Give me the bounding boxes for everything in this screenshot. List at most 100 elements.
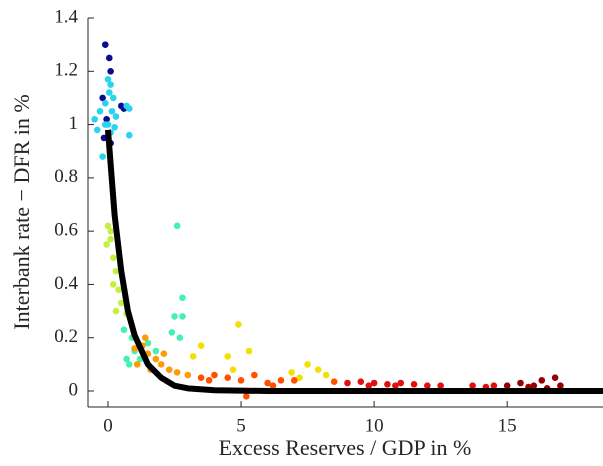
- point: [104, 75, 112, 83]
- point: [144, 339, 152, 347]
- point: [344, 379, 351, 387]
- point: [304, 361, 311, 368]
- y-tick-label: 1: [69, 113, 79, 134]
- point: [109, 281, 117, 288]
- point: [133, 361, 141, 368]
- point: [173, 222, 181, 230]
- x-tick-label: 10: [365, 415, 384, 436]
- point: [370, 379, 378, 387]
- point: [330, 378, 338, 385]
- point: [125, 105, 133, 112]
- point: [357, 378, 365, 385]
- point: [111, 123, 118, 131]
- point: [322, 371, 330, 379]
- point: [224, 374, 232, 381]
- point: [288, 369, 295, 376]
- point: [211, 371, 218, 379]
- point: [91, 115, 98, 123]
- point: [296, 374, 303, 381]
- point: [410, 381, 418, 388]
- point: [112, 307, 120, 315]
- point: [437, 382, 444, 389]
- point: [160, 350, 168, 358]
- point: [197, 342, 205, 350]
- point: [397, 379, 405, 387]
- point: [107, 67, 114, 75]
- point: [224, 353, 232, 360]
- point: [503, 382, 511, 389]
- point: [131, 345, 138, 352]
- point: [365, 382, 373, 389]
- point: [179, 294, 186, 302]
- point: [104, 222, 112, 230]
- point: [538, 377, 546, 384]
- point: [107, 81, 114, 88]
- point: [99, 94, 106, 102]
- point: [123, 355, 130, 363]
- y-tick-label: 0.2: [54, 326, 78, 347]
- point: [109, 94, 117, 102]
- point: [99, 153, 106, 160]
- point: [229, 366, 237, 373]
- point: [171, 313, 178, 320]
- point: [165, 366, 173, 373]
- point: [141, 334, 149, 342]
- point: [109, 254, 117, 262]
- point: [245, 347, 253, 355]
- point: [105, 54, 113, 62]
- point: [101, 99, 109, 107]
- point: [424, 382, 431, 389]
- point: [277, 377, 285, 384]
- point: [125, 361, 133, 368]
- x-tick-label: 0: [103, 415, 113, 436]
- point: [243, 393, 250, 400]
- x-axis-label: Excess Reserves / GDP in %: [219, 435, 472, 460]
- point: [152, 347, 160, 355]
- y-axis-label: Interbank rate − DFR in %: [9, 94, 34, 329]
- point: [290, 377, 298, 384]
- point: [237, 377, 245, 384]
- point: [157, 361, 165, 368]
- point: [179, 313, 186, 320]
- y-tick-label: 0.4: [54, 273, 78, 294]
- y-tick-label: 1.2: [54, 60, 78, 81]
- point: [530, 382, 538, 389]
- point: [105, 89, 113, 96]
- point: [184, 371, 192, 379]
- point: [235, 321, 242, 328]
- fit-line: [104, 129, 603, 395]
- point: [205, 377, 213, 384]
- x-tick-label: 15: [498, 415, 517, 436]
- y-tick-label: 0.8: [54, 166, 78, 187]
- point: [264, 379, 271, 387]
- point: [103, 115, 110, 123]
- point: [269, 382, 277, 389]
- point: [168, 329, 176, 336]
- point: [120, 326, 128, 334]
- point: [112, 113, 120, 120]
- point: [108, 107, 116, 115]
- point: [469, 382, 476, 389]
- point: [94, 126, 101, 134]
- point: [251, 371, 258, 379]
- point: [125, 131, 133, 139]
- point: [557, 382, 564, 389]
- point: [551, 374, 559, 381]
- point: [189, 353, 197, 360]
- point: [517, 379, 524, 387]
- point: [101, 41, 109, 48]
- point: [384, 381, 391, 388]
- point: [176, 334, 184, 342]
- point: [96, 107, 104, 115]
- point: [103, 241, 110, 248]
- point: [173, 369, 181, 376]
- point: [107, 227, 114, 235]
- point: [314, 366, 322, 373]
- point: [197, 374, 205, 381]
- y-tick-label: 0: [69, 379, 79, 400]
- y-tick-label: 1.4: [54, 6, 78, 27]
- point: [115, 286, 122, 294]
- point: [152, 355, 160, 363]
- point: [392, 382, 399, 389]
